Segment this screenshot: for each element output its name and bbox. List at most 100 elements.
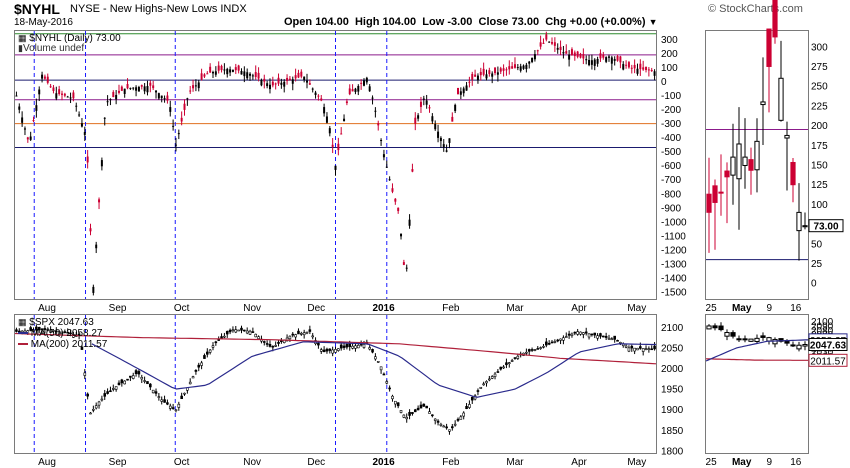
nyhl-bar-body <box>348 88 351 95</box>
bottom-ytick-label: 1950 <box>661 385 684 396</box>
spx-bar-body <box>582 332 585 335</box>
top-xtick-label: Nov <box>243 303 261 314</box>
spx-bar-body <box>613 335 616 340</box>
spx-bar-body <box>337 348 340 351</box>
nyhl-zoom-bar-body <box>730 156 736 176</box>
nyhl-bar-body <box>380 139 383 141</box>
bottom-ytick-label: 1850 <box>661 426 684 437</box>
spx-bar-body <box>240 327 243 331</box>
nyhl-bar-body <box>377 123 380 126</box>
nyhl-bar-body <box>100 160 103 167</box>
nyhl-bar-body <box>66 96 69 98</box>
nyhl-bar-body <box>539 42 542 47</box>
spx-bar-body <box>419 404 423 409</box>
nyhl-bar-body <box>579 53 582 58</box>
bottom-xtick-label: Mar <box>506 457 524 468</box>
nyhl-bar-body <box>462 88 465 94</box>
topzoom-ytick-label: 25 <box>811 259 823 270</box>
chart-symbol: $NYHL <box>14 1 60 17</box>
spx-bar-body <box>601 335 605 338</box>
nyhl-bar-body <box>345 101 348 104</box>
spx-bar-body <box>385 381 389 384</box>
bottomzoom-xtick-label: 25 <box>706 457 718 468</box>
spx-bar-body <box>331 349 334 354</box>
spx-bar-body <box>502 366 505 369</box>
nyhl-bar-body <box>21 117 24 123</box>
nyhl-bar-body <box>186 98 189 100</box>
spx-bar-body <box>154 391 158 394</box>
spx-bar-body <box>348 343 352 347</box>
spx-bar-body <box>206 351 209 355</box>
nyhl-bar-body <box>160 95 163 99</box>
spx-bar-body <box>177 403 181 408</box>
ma50-line <box>91 341 656 398</box>
nyhl-bar-body <box>522 65 525 69</box>
nyhl-bar-body <box>280 82 283 85</box>
nyhl-bar-body <box>123 88 126 94</box>
spx-bar-body <box>194 369 198 372</box>
spx-zoom-bar-body <box>802 344 808 347</box>
nyhl-bar-body <box>323 107 326 114</box>
spx-bar-body <box>636 347 639 351</box>
spx-bar-body <box>490 376 494 379</box>
spx-bar-body <box>399 410 403 413</box>
nyhl-bar-body <box>642 67 645 70</box>
spx-bar-body <box>317 342 320 346</box>
spx-bar-body <box>470 397 474 401</box>
nyhl-bar-body <box>206 73 209 75</box>
nyhl-bar-body <box>645 66 648 71</box>
nyhl-bar-body <box>146 86 149 93</box>
top-ytick-label: -400 <box>661 133 681 144</box>
spx-bar-body <box>607 337 611 340</box>
spx-bar-body <box>149 383 152 388</box>
nyhl-bar-body <box>220 65 223 71</box>
top-ytick-label: -1100 <box>661 231 686 242</box>
nyhl-bar-body <box>562 52 565 54</box>
spx-bar-body <box>143 380 146 382</box>
topzoom-ytick-label: 125 <box>811 180 828 191</box>
bottom-xtick-label: May <box>627 457 646 468</box>
nyhl-bar-body <box>610 57 613 64</box>
spx-bar-body <box>134 370 138 375</box>
nyhl-bar-body <box>328 128 331 134</box>
spx-bar-body <box>425 405 428 409</box>
spx-bar-body <box>590 333 594 336</box>
spx-bar-body <box>52 330 55 332</box>
spx-bar-body <box>243 329 246 332</box>
spx-bar-body <box>94 405 98 409</box>
nyhl-bar-body <box>314 92 317 95</box>
nyhl-bar-body <box>112 92 115 98</box>
spx-zoom-bar-body <box>766 337 772 342</box>
nyhl-bar-body <box>482 68 485 75</box>
nyhl-bar-body <box>599 53 602 59</box>
top-ytick-label: 0 <box>661 77 667 88</box>
spx-bar-body <box>15 329 18 332</box>
spx-bar-body <box>197 364 201 368</box>
spx-bar-body <box>550 341 554 344</box>
spx-bar-body <box>151 389 155 394</box>
nyhl-bar-body <box>72 92 75 99</box>
spx-bar-body <box>354 345 357 349</box>
spx-bar-body <box>114 386 118 390</box>
nyhl-bar-body <box>425 100 428 105</box>
spx-bar-body <box>166 402 169 405</box>
bottom-ytick-label: 2050 <box>661 343 684 354</box>
spx-bar-body <box>428 411 431 414</box>
spx-bar-body <box>146 381 149 385</box>
nyhl-bar-body <box>212 71 214 74</box>
nyhl-bar-body <box>474 74 477 77</box>
spx-bar-body <box>80 346 84 350</box>
nyhl-bar-body <box>419 101 422 107</box>
nyhl-bar-body <box>92 286 95 293</box>
nyhl-bar-body <box>382 154 385 158</box>
spx-bar-body <box>237 329 240 332</box>
nyhl-bar-body <box>616 56 619 61</box>
bottomzoom-xtick-label: May <box>732 457 752 468</box>
spx-bar-body <box>359 343 363 346</box>
spx-bar-body <box>55 330 58 333</box>
spx-bar-body <box>496 371 500 373</box>
change-arrow-icon: ▼ <box>648 17 658 27</box>
nyhl-bar-body <box>573 52 576 57</box>
nyhl-bar-body <box>491 73 494 77</box>
spx-bar-body <box>265 343 269 345</box>
